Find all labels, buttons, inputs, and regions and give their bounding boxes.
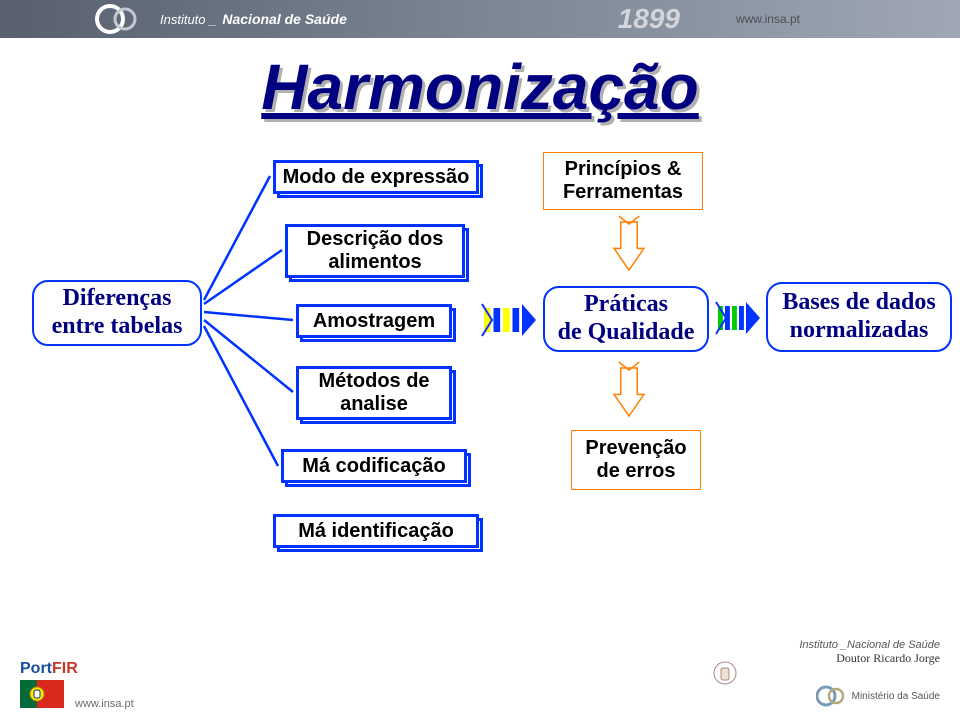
node-descricao: Descrição dos alimentos <box>285 224 465 278</box>
node-metodos: Métodos de analise <box>296 366 452 420</box>
page-title: Harmonização <box>0 50 960 130</box>
footer-insa-url: www.insa.pt <box>75 698 134 710</box>
down-arrow-0 <box>614 216 644 270</box>
striped-arrow-1 <box>716 302 760 334</box>
footer-doctor: Doutor Ricardo Jorge <box>799 651 940 666</box>
fan-arrow-4 <box>204 326 278 466</box>
fan-arrow-2 <box>204 312 293 320</box>
institute-url: www.insa.pt <box>736 12 800 26</box>
node-prevencao: Prevenção de erros <box>571 430 701 490</box>
footer-institute: Instituto _Nacional de Saúde <box>799 639 940 651</box>
institute-prefix: Instituto _ <box>160 12 216 27</box>
institute-logo-icon <box>95 4 137 34</box>
down-arrow-1 <box>614 362 644 416</box>
fan-arrow-0 <box>204 176 270 300</box>
portfir-left: Port <box>20 660 52 677</box>
node-modo: Modo de expressão <box>273 160 479 194</box>
node-ma_ident: Má identificação <box>273 514 479 548</box>
portfir-right: FIR <box>52 660 78 677</box>
top-banner: Instituto _ Nacional de Saúde 1899 www.i… <box>0 0 960 38</box>
node-ma_cod: Má codificação <box>281 449 467 483</box>
footer-right-block: Instituto _Nacional de Saúde Doutor Rica… <box>799 639 940 708</box>
ministry-logo-icon <box>816 684 846 708</box>
striped-arrow-0 <box>482 304 536 336</box>
portugal-flag-icon <box>20 680 64 708</box>
node-amostragem: Amostragem <box>296 304 452 338</box>
fan-arrow-1 <box>204 250 282 304</box>
footer: PortFIR www.insa.pt Instituto _Nacional … <box>0 626 960 716</box>
node-bases: Bases de dados normalizadas <box>766 282 952 352</box>
node-praticas: Práticas de Qualidade <box>543 286 709 352</box>
portfir-logo: PortFIR <box>20 660 78 678</box>
node-principios: Princípios & Ferramentas <box>543 152 703 210</box>
institute-year: 1899 <box>618 3 680 35</box>
ministry-emblem-icon <box>710 660 740 694</box>
institute-name: Nacional de Saúde <box>222 11 346 27</box>
fan-arrow-3 <box>204 320 293 392</box>
node-diferencas: Diferenças entre tabelas <box>32 280 202 346</box>
footer-ministry: Ministério da Saúde <box>852 691 940 702</box>
